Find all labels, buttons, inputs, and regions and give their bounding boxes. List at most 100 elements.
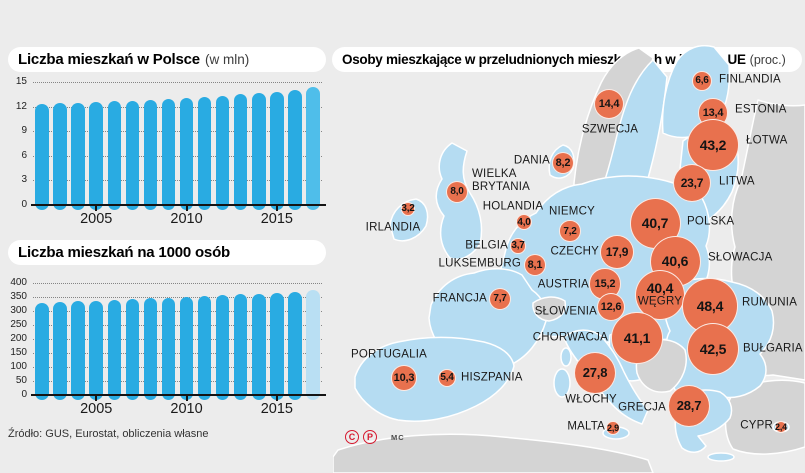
map-ireland (389, 198, 429, 242)
bar-2011 (197, 96, 212, 210)
bubble-niemcy: 7,2 (559, 220, 581, 242)
bar-2017 (306, 86, 320, 210)
bar-2004 (71, 102, 85, 210)
x-axis-label-2010: 2010 (170, 211, 203, 227)
country-label-litwa: LITWA (719, 175, 755, 188)
map-turkey (724, 379, 805, 455)
chart1-title: Liczba mieszkań w Polsce (18, 51, 200, 68)
country-label-hiszpania: HISZPANIA (461, 371, 523, 384)
bubble-value: 3,7 (511, 240, 525, 252)
map-crete (707, 452, 735, 462)
country-label-wielka-brytania: WIELKA BRYTANIA (472, 168, 531, 193)
bubble-dania: 8,2 (551, 151, 575, 175)
country-label-grecja: GRECJA (618, 401, 666, 414)
bar-2009 (161, 99, 176, 210)
country-label-finlandia: FINLANDIA (719, 73, 781, 86)
bubble-rumunia: 48,4 (682, 278, 738, 334)
bar-2016 (288, 291, 302, 400)
bar-2015 (270, 292, 284, 400)
copyright-mark: C (345, 430, 359, 444)
country-label-holandia: HOLANDIA (482, 200, 544, 213)
x-axis-label-2015: 2015 (260, 401, 293, 417)
bar-2012 (215, 295, 230, 400)
country-label-szwecja: SZWECJA (581, 123, 639, 136)
bar-2002 (35, 302, 49, 400)
bar-2006 (107, 100, 122, 210)
bubble-value: 7,7 (493, 293, 507, 305)
bubble-value: 17,9 (605, 244, 629, 259)
y-axis-label-250: 250 (10, 318, 27, 330)
x-axis-label-2005: 2005 (80, 401, 113, 417)
gridline-400 (33, 283, 322, 284)
gridline-12 (33, 106, 322, 108)
bubble-polska: 40,7 (629, 197, 681, 249)
country-label-cypr: CYPR (740, 419, 773, 432)
y-axis-label-15: 15 (15, 75, 27, 87)
x-tick-2005 (95, 395, 98, 401)
x-axis-line (31, 203, 326, 207)
y-axis-label-0: 0 (21, 388, 27, 400)
map-switzerland (532, 296, 567, 322)
bubble-value: 8,1 (527, 258, 543, 271)
gridline-200 (33, 339, 322, 340)
bubble-value: 2,4 (775, 421, 787, 432)
bar-2008 (143, 298, 158, 400)
bubble-value: 4,0 (517, 216, 531, 228)
bubble-value: 5,4 (440, 372, 454, 384)
bar-2014 (252, 93, 266, 210)
country-label-irlandia: IRLANDIA (365, 221, 421, 234)
bubble-value: 14,4 (598, 97, 620, 110)
gridline-6 (33, 155, 322, 157)
gridline-350 (33, 297, 322, 298)
credits: C P MC (345, 430, 405, 444)
x-axis-line (31, 393, 326, 397)
bubble-value: 23,7 (680, 175, 704, 190)
map-sardinia (553, 368, 571, 398)
x-axis-label-2010: 2010 (170, 401, 203, 417)
bar-2005 (89, 101, 103, 210)
country-label-włochy: WŁOCHY (565, 393, 617, 406)
bubble-chorwacja: 41,1 (611, 312, 663, 364)
bar-2010 (179, 296, 194, 400)
country-label-węgry: WĘGRY (637, 295, 683, 308)
gridline-300 (33, 311, 322, 312)
gridline-150 (33, 353, 322, 354)
bubble-łotwa: 43,2 (686, 118, 740, 172)
bubble-cypr: 2,4 (774, 420, 788, 434)
country-label-belgia: BELGIA (465, 239, 508, 252)
country-label-słowacja: SŁOWACJA (708, 251, 773, 264)
bar-2009 (161, 297, 176, 400)
bar-2010 (179, 98, 194, 210)
bar-2007 (125, 100, 140, 210)
bar-2003 (53, 301, 67, 400)
y-axis-label-3: 3 (21, 174, 27, 186)
bubble-value: 8,2 (555, 156, 571, 169)
country-label-chorwacja: CHORWACJA (532, 331, 608, 344)
bar-2014 (252, 293, 266, 400)
chart1-title-unit: (w mln) (204, 52, 250, 67)
bubble-francja: 7,7 (488, 287, 512, 311)
chart2-title-pill: Liczba mieszkań na 1000 osób (8, 240, 326, 265)
y-axis-label-50: 50 (15, 374, 27, 386)
bar-2002 (35, 104, 49, 210)
bar-2007 (125, 299, 140, 400)
bubble-czechy: 17,9 (600, 235, 634, 269)
x-tick-2010 (185, 205, 188, 211)
bubble-value: 10,3 (393, 371, 415, 384)
y-axis-label-400: 400 (10, 276, 27, 288)
bubble-bułgaria: 42,5 (686, 322, 740, 376)
gridline-250 (33, 325, 322, 326)
x-tick-2010 (185, 395, 188, 401)
bubble-value: 40,6 (661, 253, 689, 269)
bar-2016 (288, 90, 302, 210)
bubble-value: 48,4 (696, 297, 724, 314)
bubble-malta: 2,9 (606, 421, 620, 435)
country-label-portugalia: PORTUGALIA (351, 348, 427, 361)
bubble-value: 40,7 (641, 215, 669, 231)
chart2-title: Liczba mieszkań na 1000 osób (18, 244, 230, 261)
bar-2011 (197, 296, 212, 400)
x-tick-2005 (95, 205, 98, 211)
country-label-niemcy: NIEMCY (549, 205, 595, 218)
y-axis-label-6: 6 (21, 149, 27, 161)
